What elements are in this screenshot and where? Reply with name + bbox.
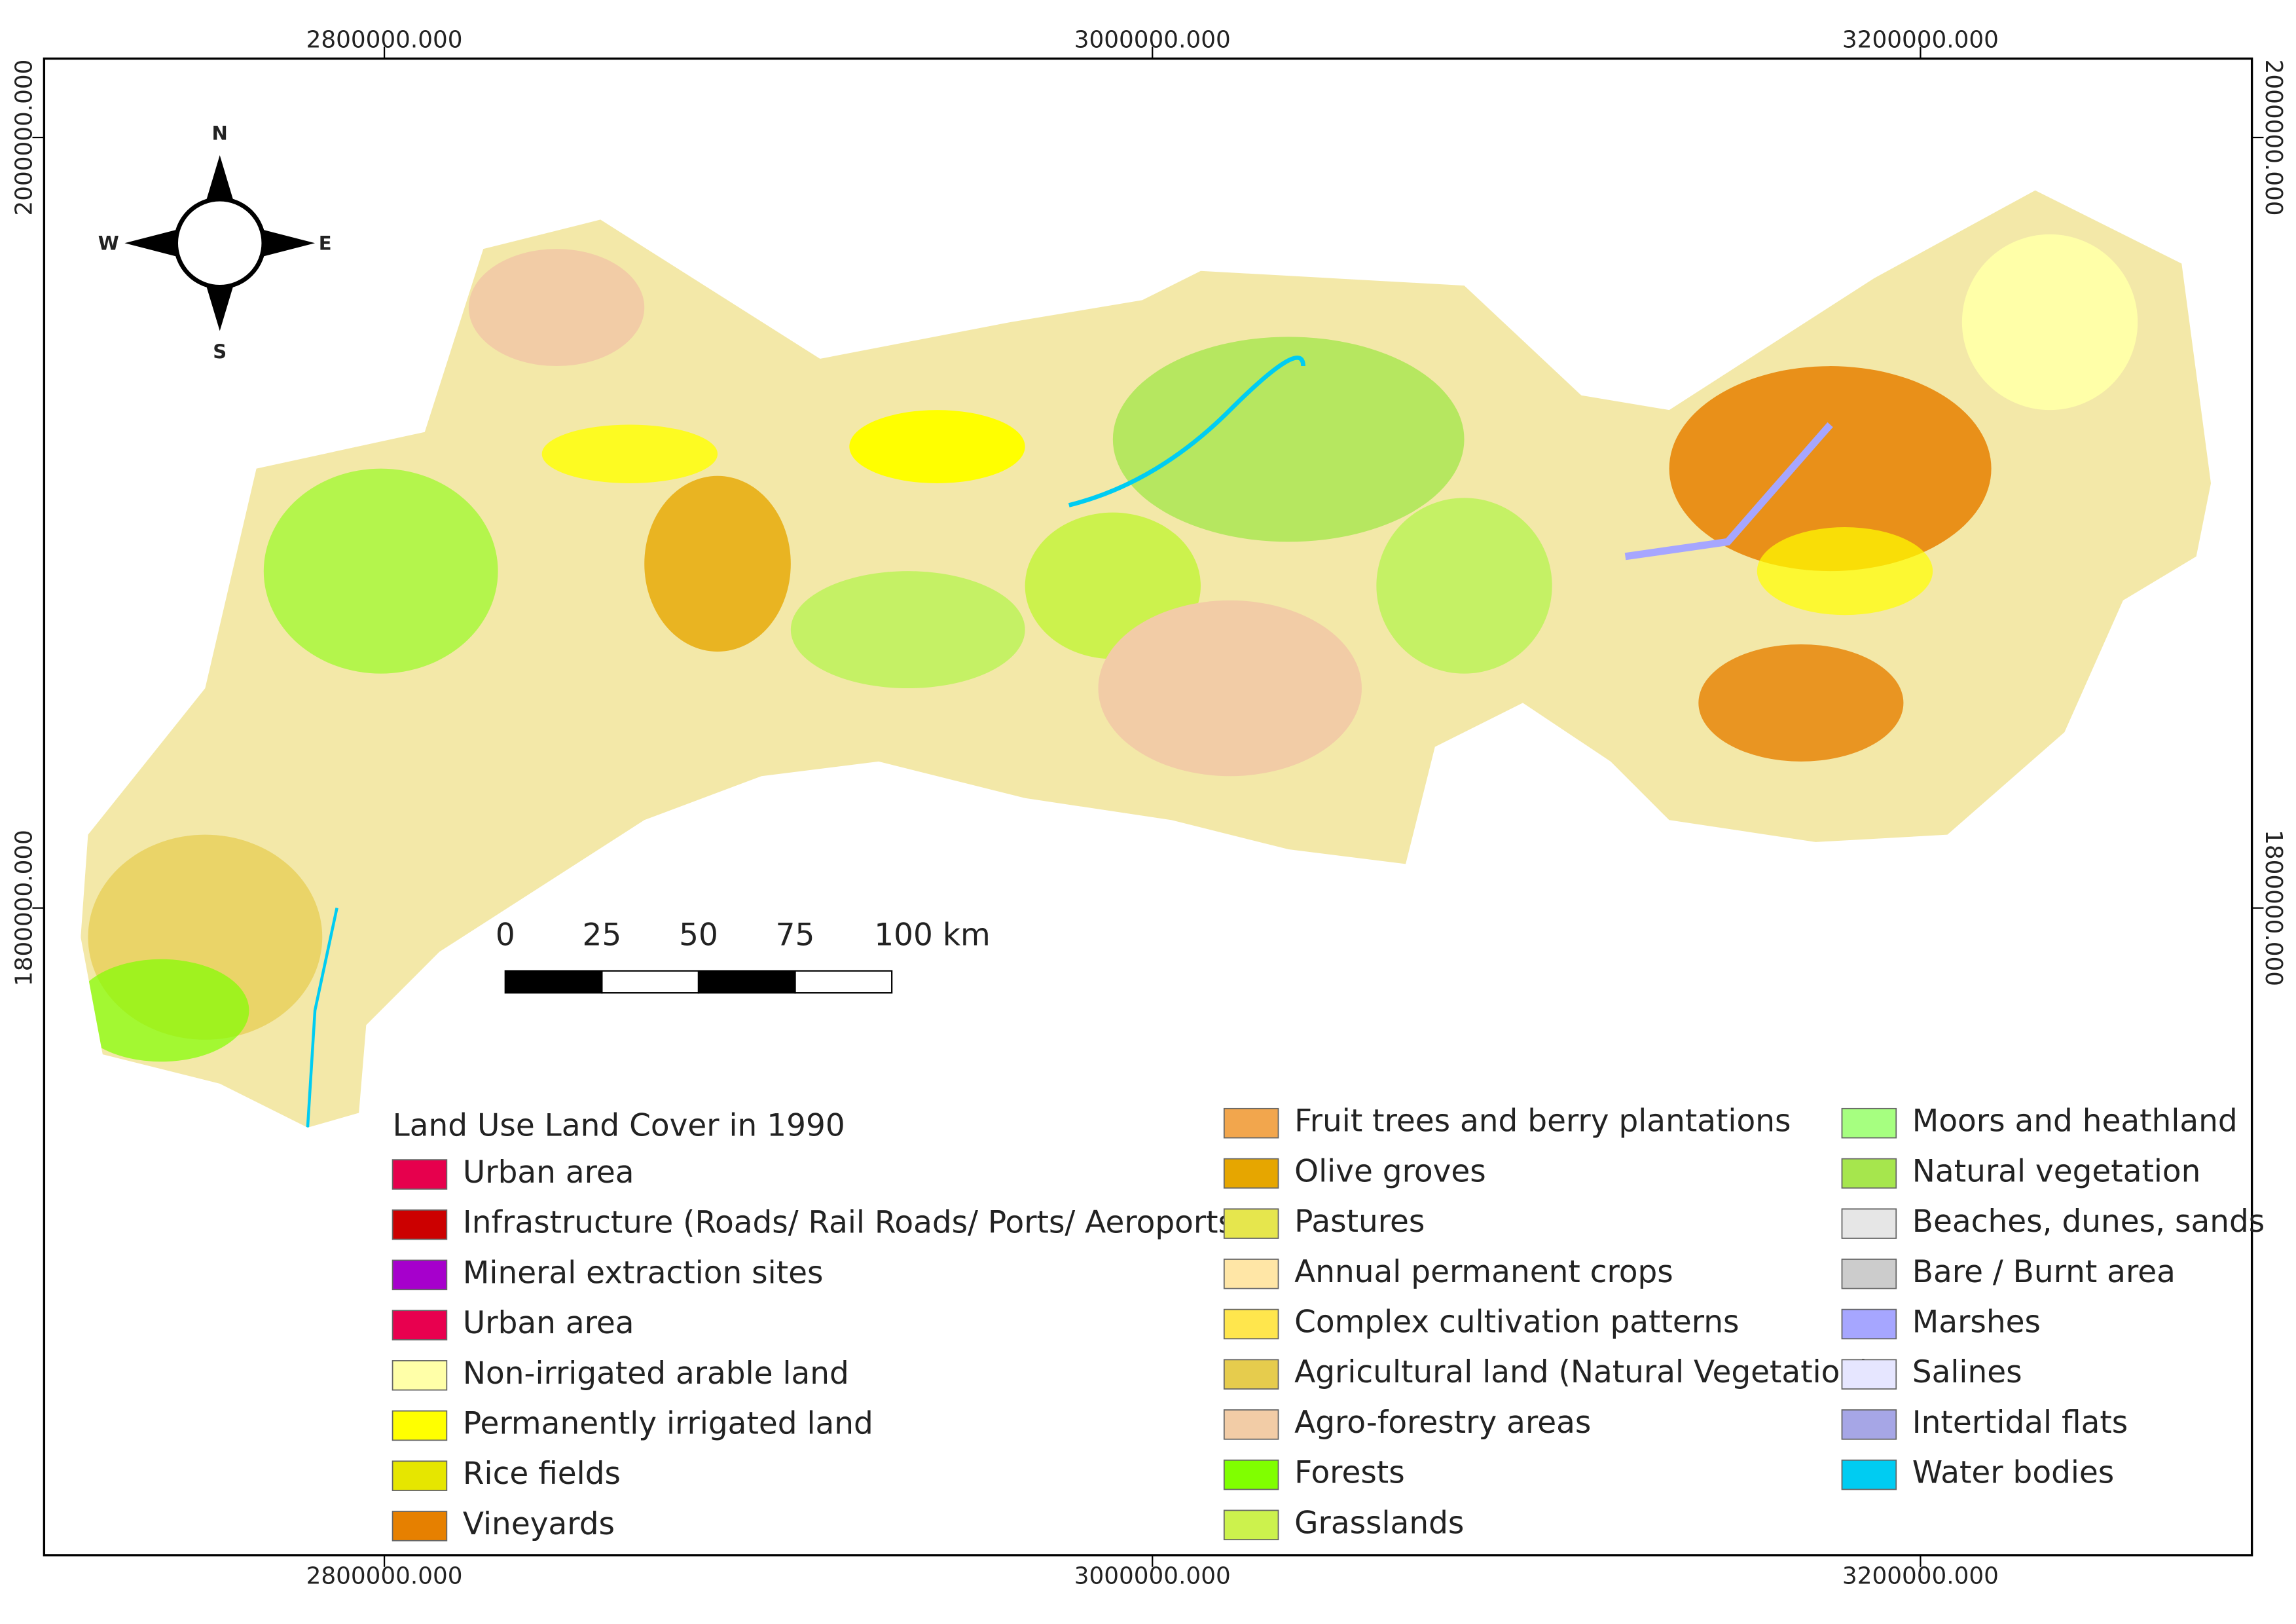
legend-label: Forests — [1294, 1455, 1405, 1491]
legend-label: Urban area — [463, 1154, 634, 1190]
legend-swatch — [1841, 1158, 1897, 1189]
legend-label: Agricultural land (Natural Vegetation) — [1294, 1354, 1871, 1390]
compass-west: W — [98, 232, 119, 254]
legend-label: Marshes — [1912, 1304, 2041, 1340]
scale-label: 75 — [776, 917, 815, 953]
legend-swatch — [392, 1511, 448, 1541]
legend-label: Infrastructure (Roads/ Rail Roads/ Ports… — [463, 1205, 1246, 1241]
legend-swatch — [1223, 1208, 1279, 1239]
legend-label: Bare / Burnt area — [1912, 1254, 2176, 1290]
compass-south: S — [213, 341, 227, 363]
y-tick-label: 2000000.000 — [2260, 60, 2287, 216]
legend-swatch — [392, 1159, 448, 1190]
land-cover-map — [81, 190, 2212, 1128]
legend-title: Land Use Land Cover in 1990 — [393, 1107, 845, 1143]
legend-label: Moors and heathland — [1912, 1103, 2238, 1139]
legend-swatch — [1223, 1409, 1279, 1440]
legend-swatch — [1223, 1107, 1279, 1139]
legend-label: Water bodies — [1912, 1455, 2114, 1491]
legend-label: Olive groves — [1294, 1153, 1486, 1189]
x-tick-label: 3200000.000 — [1842, 27, 1999, 54]
scale-bar — [504, 970, 893, 994]
x-tick-label: 3000000.000 — [1074, 1562, 1231, 1589]
x-tick-label: 3200000.000 — [1842, 1562, 1999, 1589]
legend-label: Urban area — [463, 1305, 634, 1341]
compass — [124, 155, 316, 331]
legend-swatch — [1223, 1459, 1279, 1490]
legend-label: Grasslands — [1294, 1505, 1464, 1541]
y-tick-label: 2000000.000 — [10, 60, 37, 216]
legend-swatch — [392, 1460, 448, 1491]
scale-label: 100 km — [874, 917, 990, 953]
x-tick-label: 2800000.000 — [306, 27, 463, 54]
legend-swatch — [392, 1360, 448, 1391]
legend-swatch — [1841, 1459, 1897, 1490]
legend-label: Salines — [1912, 1354, 2022, 1390]
x-tick-label: 2800000.000 — [306, 1562, 463, 1589]
legend-swatch — [1223, 1359, 1279, 1390]
compass-east: E — [319, 232, 332, 254]
legend-label: Pastures — [1294, 1204, 1425, 1240]
legend-label: Natural vegetation — [1912, 1153, 2201, 1189]
legend-label: Intertidal flats — [1912, 1405, 2128, 1441]
legend-label: Permanently irrigated land — [463, 1405, 873, 1441]
legend-swatch — [1841, 1409, 1897, 1440]
legend-swatch — [392, 1410, 448, 1441]
legend-swatch — [392, 1209, 448, 1240]
legend-swatch — [1841, 1259, 1897, 1289]
legend-swatch — [1841, 1359, 1897, 1390]
legend-label: Rice fields — [463, 1456, 621, 1492]
legend-swatch — [1223, 1308, 1279, 1340]
legend-swatch — [1841, 1107, 1897, 1139]
legend-swatch — [1841, 1208, 1897, 1239]
y-tick-label: 1800000.000 — [2260, 830, 2287, 986]
scale-label: 50 — [679, 917, 718, 953]
legend-label: Complex cultivation patterns — [1294, 1304, 1739, 1340]
legend-swatch — [1841, 1308, 1897, 1340]
map-frame — [43, 57, 2253, 1557]
legend-swatch — [1223, 1509, 1279, 1541]
compass-north: N — [212, 122, 228, 145]
x-tick-label: 3000000.000 — [1074, 27, 1231, 54]
legend-label: Vineyards — [463, 1506, 615, 1542]
legend-label: Agro-forestry areas — [1294, 1405, 1591, 1441]
legend-label: Mineral extraction sites — [463, 1255, 824, 1291]
legend-label: Non-irrigated arable land — [463, 1356, 849, 1392]
legend-swatch — [1223, 1259, 1279, 1289]
y-tick-label: 1800000.000 — [10, 830, 37, 986]
legend-swatch — [392, 1310, 448, 1340]
legend-swatch — [1223, 1158, 1279, 1189]
legend-label: Fruit trees and berry plantations — [1294, 1103, 1791, 1139]
scale-label: 25 — [583, 917, 622, 953]
legend-label: Annual permanent crops — [1294, 1254, 1673, 1290]
scale-label: 0 — [496, 917, 515, 953]
legend-label: Beaches, dunes, sands — [1912, 1204, 2265, 1240]
legend-swatch — [392, 1259, 448, 1291]
